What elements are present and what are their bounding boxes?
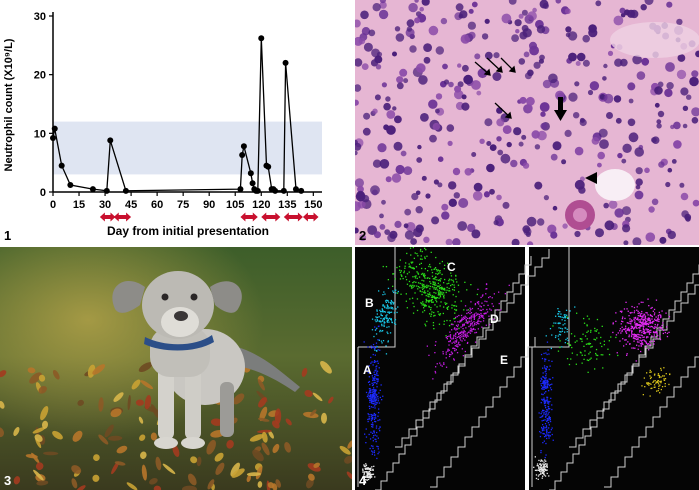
- reference-range-band: [53, 121, 322, 175]
- y-axis: 0 10 20 30: [34, 11, 54, 199]
- treatment-arrow: [113, 212, 132, 222]
- y-tick-label: 20: [34, 70, 46, 82]
- data-point: [298, 187, 305, 194]
- large-arrow: [554, 97, 567, 121]
- x-axis: 0 15 30 45 60 75 90 105 120 135 150: [50, 191, 323, 211]
- panel-label-3: 3: [4, 473, 11, 488]
- flow-cytometry-panel: A B C D E 4: [355, 247, 699, 490]
- x-tick-label: 60: [151, 199, 163, 211]
- data-point: [247, 170, 254, 177]
- flow-cytometry-plots: A B C D E 4: [355, 247, 699, 490]
- data-point: [103, 187, 110, 194]
- data-point: [89, 186, 96, 193]
- gate-outlines: [357, 247, 699, 490]
- x-tick-label: 15: [73, 199, 85, 211]
- y-tick-label: 10: [34, 128, 46, 140]
- treatment-arrow: [302, 212, 319, 222]
- x-tick-label: 30: [99, 199, 111, 211]
- y-axis-label: Neutrophil count (X10⁹/L): [3, 38, 15, 171]
- data-point: [265, 163, 272, 170]
- data-point: [50, 135, 56, 142]
- data-point: [280, 187, 287, 194]
- treatment-arrow: [240, 212, 258, 222]
- x-tick-label: 150: [304, 199, 322, 211]
- treatment-arrow: [99, 212, 116, 222]
- panel-label-4: 4: [359, 473, 367, 488]
- gate-label-a: A: [363, 363, 372, 377]
- x-tick-label: 105: [226, 199, 244, 211]
- data-point: [272, 187, 279, 194]
- x-tick-label: 135: [278, 199, 296, 211]
- treatment-arrows: [99, 212, 319, 222]
- data-point: [258, 35, 265, 42]
- panel-label-1: 1: [4, 228, 11, 243]
- x-tick-label: 90: [203, 199, 215, 211]
- dog-photo: 3: [0, 247, 352, 490]
- dog-photograph: 3: [0, 247, 352, 490]
- histology-image: 2: [355, 0, 699, 245]
- cell-populations: [362, 247, 671, 482]
- histology-micrograph: 2: [355, 0, 699, 245]
- dog: [112, 271, 300, 449]
- treatment-arrow: [261, 212, 281, 222]
- data-point: [282, 59, 289, 66]
- data-point: [67, 181, 74, 188]
- data-point: [292, 186, 299, 193]
- y-tick-label: 0: [40, 187, 46, 199]
- scatter-plot-right: [529, 247, 699, 490]
- stained-cells: [355, 0, 699, 245]
- data-point: [239, 152, 246, 159]
- data-point: [237, 186, 244, 193]
- neutrophil-chart: 0 10 20 30 0 15 30 45 60 75 90 105 120 135 150 Neutro…: [3, 11, 323, 243]
- small-arrows: [474, 57, 516, 119]
- vacuole: [595, 169, 635, 201]
- gate-label-e: E: [500, 353, 508, 367]
- gate-label-b: B: [365, 296, 374, 310]
- data-point: [58, 162, 65, 169]
- collar: [144, 335, 214, 351]
- y-tick-label: 30: [34, 11, 46, 23]
- data-point: [51, 125, 58, 132]
- gate-label-d: D: [490, 312, 499, 326]
- data-point: [240, 143, 247, 150]
- x-tick-label: 0: [50, 199, 56, 211]
- panel-label-2: 2: [359, 228, 366, 243]
- x-tick-label: 120: [252, 199, 270, 211]
- arrowhead-marker: [585, 172, 597, 184]
- data-series: [50, 35, 305, 194]
- x-tick-label: 45: [125, 199, 137, 211]
- gate-label-c: C: [447, 260, 456, 274]
- data-point: [249, 180, 256, 187]
- neutrophil-chart-panel: 0 10 20 30 0 15 30 45 60 75 90 105 120 135 150 Neutro…: [0, 0, 352, 245]
- data-point: [107, 137, 114, 144]
- scatter-plot-left: [355, 247, 525, 490]
- x-axis-label: Day from initial presentation: [107, 224, 269, 238]
- data-point: [122, 187, 129, 194]
- x-tick-label: 75: [177, 199, 189, 211]
- treatment-arrow: [283, 212, 303, 222]
- data-point: [254, 187, 261, 194]
